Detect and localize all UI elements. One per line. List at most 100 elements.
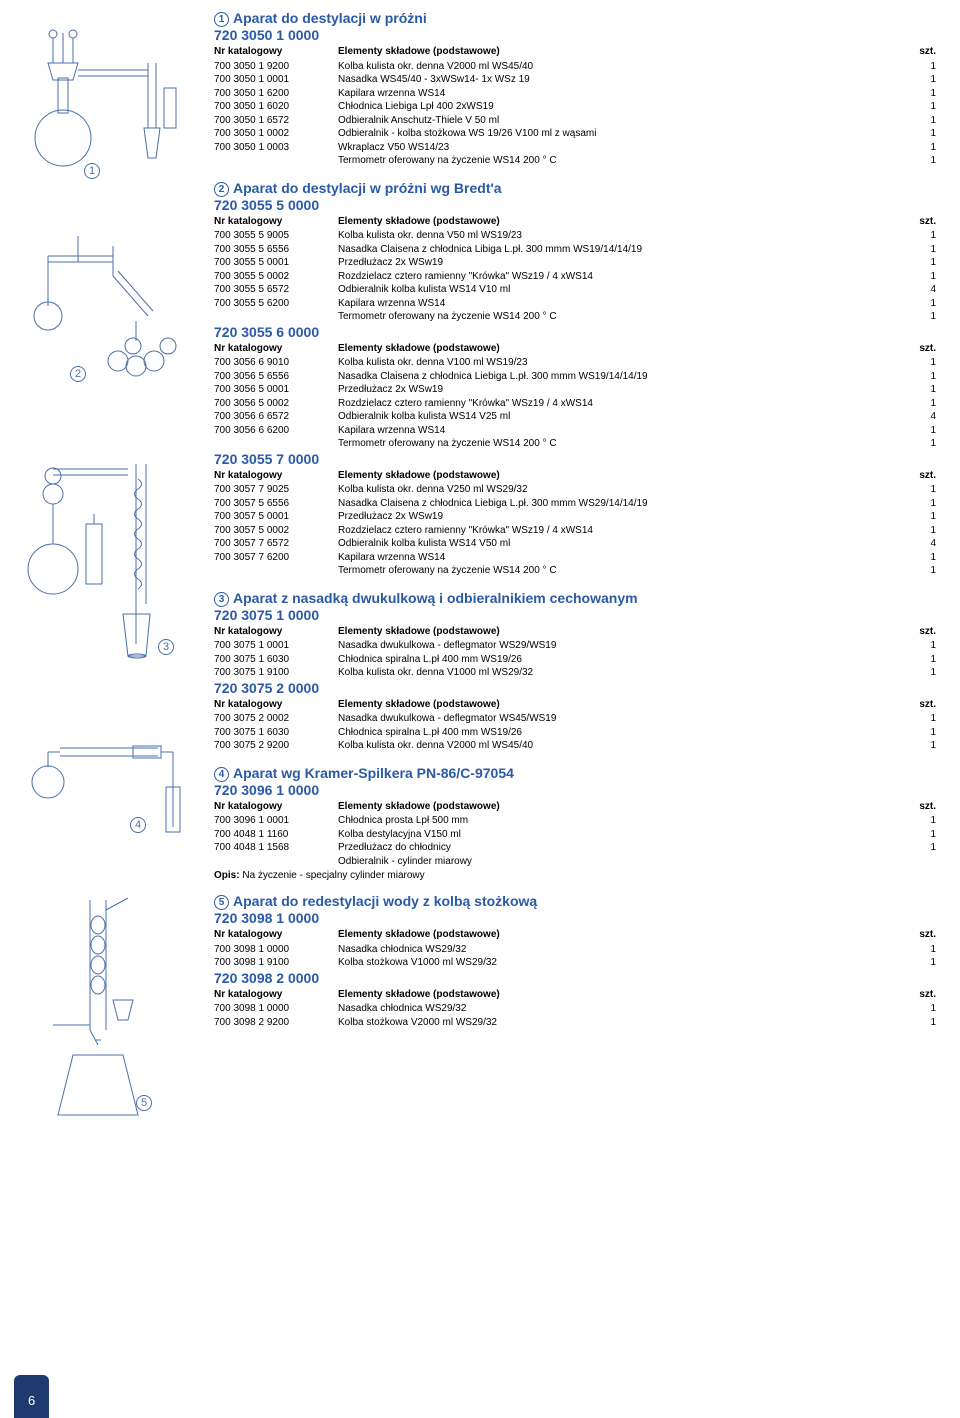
table-row: 700 3057 5 0001Przedłużacz 2x WSw191	[214, 510, 940, 524]
table-cell: Przedłużacz 2x WSw19	[338, 510, 906, 524]
table-cell: 700 4048 1 1160	[214, 828, 338, 842]
table-cell: 1	[906, 828, 940, 842]
table-cell: 700 3050 1 9200	[214, 60, 338, 74]
table-row: 700 3075 1 0001Nasadka dwukulkowa - defl…	[214, 639, 940, 653]
table-row: 700 3057 7 6200Kapilara wrzenna WS141	[214, 551, 940, 565]
table-cell: 700 3056 6 6572	[214, 410, 338, 424]
table-cell: 1	[906, 726, 940, 740]
diagram-2: 2	[8, 216, 208, 416]
table-cell: 1	[906, 297, 940, 311]
table-cell: Kapilara wrzenna WS14	[338, 424, 906, 438]
table-cell: Odbieralnik kolba kulista WS14 V50 ml	[338, 537, 906, 551]
table-cell: Kapilara wrzenna WS14	[338, 551, 906, 565]
table-header-cell: szt.	[906, 800, 940, 815]
table-cell: 1	[906, 141, 940, 155]
table-cell: Kolba kulista okr. denna V2000 ml WS45/4…	[338, 60, 906, 74]
diagram-5-label: 5	[136, 1095, 152, 1111]
table-cell: Rozdzielacz cztero ramienny "Krówka" WSz…	[338, 524, 906, 538]
table-row: 700 3075 1 6030Chłodnica spiralna L.pł 4…	[214, 653, 940, 667]
table-cell: 4	[906, 537, 940, 551]
table-cell: 1	[906, 310, 940, 324]
table-cell: Termometr oferowany na życzenie WS14 200…	[338, 437, 906, 451]
table-cell: 1	[906, 100, 940, 114]
table-cell: Chłodnica spiralna L.pł 400 mm WS19/26	[338, 653, 906, 667]
product-code: 720 3096 1 0000	[214, 782, 940, 798]
table-cell	[906, 855, 940, 869]
table-cell: Kolba destylacyjna V150 ml	[338, 828, 906, 842]
table-row: 700 3075 2 0002Nasadka dwukulkowa - defl…	[214, 712, 940, 726]
table-cell: 1	[906, 256, 940, 270]
table-cell: 1	[906, 243, 940, 257]
table-row: 700 3055 5 9005Kolba kulista okr. denna …	[214, 229, 940, 243]
table-cell: 1	[906, 397, 940, 411]
table-cell: 1	[906, 60, 940, 74]
product-code: 720 3055 6 0000	[214, 324, 940, 340]
table-cell: 700 3075 1 9100	[214, 666, 338, 680]
table-cell: 1	[906, 154, 940, 168]
table-row: 700 3055 5 0002Rozdzielacz cztero ramien…	[214, 270, 940, 284]
table-cell: Kolba kulista okr. denna V50 ml WS19/23	[338, 229, 906, 243]
table-cell: 1	[906, 483, 940, 497]
table-cell: 700 3075 1 6030	[214, 653, 338, 667]
table-cell: Kapilara wrzenna WS14	[338, 87, 906, 101]
table-header-cell: Nr katalogowy	[214, 625, 338, 640]
section-title: 4Aparat wg Kramer-Spilkera PN-86/C-97054	[214, 765, 940, 782]
table-row: 700 3056 5 0002Rozdzielacz cztero ramien…	[214, 397, 940, 411]
table-row: 700 4048 1 1568Przedłużacz do chłodnicy1	[214, 841, 940, 855]
table-cell: Nasadka Claisena z chłodnica Liebiga L.p…	[338, 370, 906, 384]
section-title-text: Aparat do destylacji w próżni wg Bredt'a	[233, 180, 502, 196]
table-header-cell: Nr katalogowy	[214, 928, 338, 943]
table-cell: Nasadka dwukulkowa - deflegmator WS29/WS…	[338, 639, 906, 653]
table-cell: 1	[906, 841, 940, 855]
table-row: 700 3057 7 9025Kolba kulista okr. denna …	[214, 483, 940, 497]
table-cell	[214, 154, 338, 168]
table-row: 700 3096 1 0001Chłodnica prosta Lpł 500 …	[214, 814, 940, 828]
table-cell: 1	[906, 943, 940, 957]
table-row: 700 3050 1 6572Odbieralnik Anschutz-Thie…	[214, 114, 940, 128]
table-header-cell: szt.	[906, 469, 940, 484]
table-cell: Nasadka Claisena z chłodnica Libiga L.pł…	[338, 243, 906, 257]
table-row: 700 3055 5 6200Kapilara wrzenna WS141	[214, 297, 940, 311]
table-cell: 700 3056 5 6556	[214, 370, 338, 384]
table-cell: 700 3055 5 9005	[214, 229, 338, 243]
table-row: 700 3057 5 0002Rozdzielacz cztero ramien…	[214, 524, 940, 538]
table-cell: Chłodnica spiralna L.pł 400 mm WS19/26	[338, 726, 906, 740]
page-number-tab: 6	[14, 1375, 49, 1418]
table-cell: 1	[906, 551, 940, 565]
table-header-cell: Nr katalogowy	[214, 698, 338, 713]
diagram-5: 5	[8, 880, 208, 1140]
apparatus-svg-2	[18, 216, 198, 406]
table-cell: 700 3075 1 6030	[214, 726, 338, 740]
section-title-text: Aparat wg Kramer-Spilkera PN-86/C-97054	[233, 765, 514, 781]
table-cell: 700 3098 1 0000	[214, 1002, 338, 1016]
table-cell: Kolba stożkowa V2000 ml WS29/32	[338, 1016, 906, 1030]
apparatus-svg-4	[18, 712, 198, 852]
table-row: 700 3056 6 6572Odbieralnik kolba kulista…	[214, 410, 940, 424]
table-cell: 700 3056 6 6200	[214, 424, 338, 438]
product-code: 720 3055 5 0000	[214, 197, 940, 213]
table-cell: 700 3056 6 9010	[214, 356, 338, 370]
note-label: Opis:	[214, 870, 242, 881]
catalog-section: 2Aparat do destylacji w próżni wg Bredt'…	[214, 180, 940, 578]
table-row: 700 3098 1 9100Kolba stożkowa V1000 ml W…	[214, 956, 940, 970]
table-cell: Przedłużacz 2x WSw19	[338, 383, 906, 397]
table-cell: Wkraplacz V50 WS14/23	[338, 141, 906, 155]
table-header-cell: szt.	[906, 45, 940, 60]
table-row: 700 3050 1 0001Nasadka WS45/40 - 3xWSw14…	[214, 73, 940, 87]
table-row: 700 3098 1 0000Nasadka chłodnica WS29/32…	[214, 943, 940, 957]
table-cell: Kolba kulista okr. denna V1000 ml WS29/3…	[338, 666, 906, 680]
table-cell: Nasadka WS45/40 - 3xWSw14- 1x WSz 19	[338, 73, 906, 87]
table-row: 700 3056 5 6556Nasadka Claisena z chłodn…	[214, 370, 940, 384]
table-header-cell: szt.	[906, 215, 940, 230]
table-cell	[214, 855, 338, 869]
table-row: 700 3056 6 9010Kolba kulista okr. denna …	[214, 356, 940, 370]
table-header-cell: Elementy składowe (podstawowe)	[338, 469, 906, 484]
section-title: 3Aparat z nasadką dwukulkową i odbieraln…	[214, 590, 940, 607]
apparatus-svg-5	[18, 880, 198, 1130]
table-cell: 1	[906, 114, 940, 128]
table-row: 700 3050 1 6200Kapilara wrzenna WS141	[214, 87, 940, 101]
table-cell: 700 3098 2 9200	[214, 1016, 338, 1030]
table-cell: 1	[906, 270, 940, 284]
table-cell: 700 3057 7 6572	[214, 537, 338, 551]
table-row: 700 3056 6 6200Kapilara wrzenna WS141	[214, 424, 940, 438]
